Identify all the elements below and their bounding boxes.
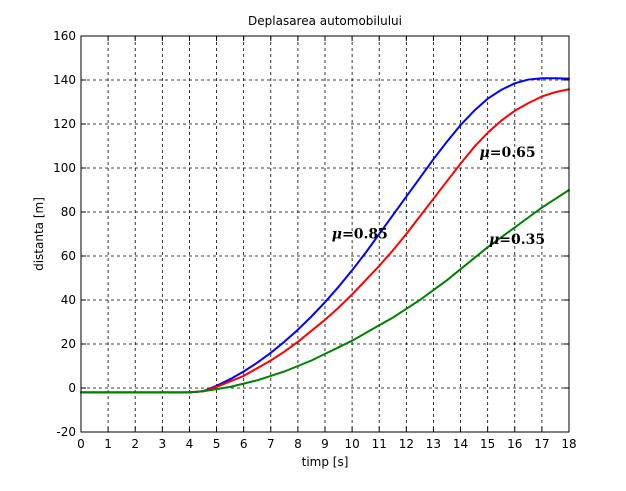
annotation-value: =0.35	[499, 232, 545, 248]
mu-symbol: μ	[332, 226, 342, 242]
annotations: μ=0.85μ=0.65μ=0.35	[332, 145, 545, 248]
x-tick-label: 11	[372, 437, 387, 451]
y-tick-label: 140	[53, 73, 76, 87]
x-tick-label: 18	[561, 437, 576, 451]
x-axis-label: timp [s]	[302, 455, 349, 469]
mu-symbol: μ	[489, 232, 499, 248]
x-tick-label: 16	[507, 437, 522, 451]
x-tick-label: 12	[399, 437, 414, 451]
x-tick-label: 2	[131, 437, 139, 451]
x-tick-label: 17	[534, 437, 549, 451]
annotation-value: =0.85	[342, 226, 388, 242]
y-tick-label: 20	[61, 337, 76, 351]
x-tick-label: 13	[426, 437, 441, 451]
series-annotation: μ=0.65	[480, 145, 536, 161]
x-tick-label: 3	[159, 437, 167, 451]
mu-symbol: μ	[480, 145, 490, 161]
y-tick-label: 60	[61, 249, 76, 263]
y-axis-label: distanta [m]	[32, 197, 46, 271]
y-tick-label: 80	[61, 205, 76, 219]
x-tick-label: 10	[344, 437, 359, 451]
x-tick-label: 5	[213, 437, 221, 451]
x-tick-label: 0	[77, 437, 85, 451]
x-tick-label: 6	[240, 437, 248, 451]
x-tick-label: 15	[480, 437, 495, 451]
y-tick-label: -20	[56, 425, 76, 439]
y-tick-label: 120	[53, 117, 76, 131]
x-tick-label: 14	[453, 437, 468, 451]
x-tick-label: 7	[267, 437, 275, 451]
x-tick-label: 8	[294, 437, 302, 451]
x-tick-label: 4	[186, 437, 194, 451]
series-layer	[80, 77, 570, 394]
annotation-value: =0.65	[490, 145, 536, 161]
x-tick-label: 1	[104, 437, 112, 451]
series-annotation: μ=0.35	[489, 232, 545, 248]
axis-ticks: 0 1 2 3 4 5 6 7 8 9 10 11 12 13 14 15 16 17 18-20020406080…	[53, 29, 577, 451]
series-annotation: μ=0.85	[332, 226, 388, 242]
y-tick-label: 0	[68, 381, 76, 395]
y-tick-label: 160	[53, 29, 76, 43]
series-line-2	[80, 189, 570, 394]
chart-title: Deplasarea automobilului	[248, 14, 402, 28]
x-tick-label: 9	[321, 437, 329, 451]
y-tick-label: 40	[61, 293, 76, 307]
y-tick-label: 100	[53, 161, 76, 175]
